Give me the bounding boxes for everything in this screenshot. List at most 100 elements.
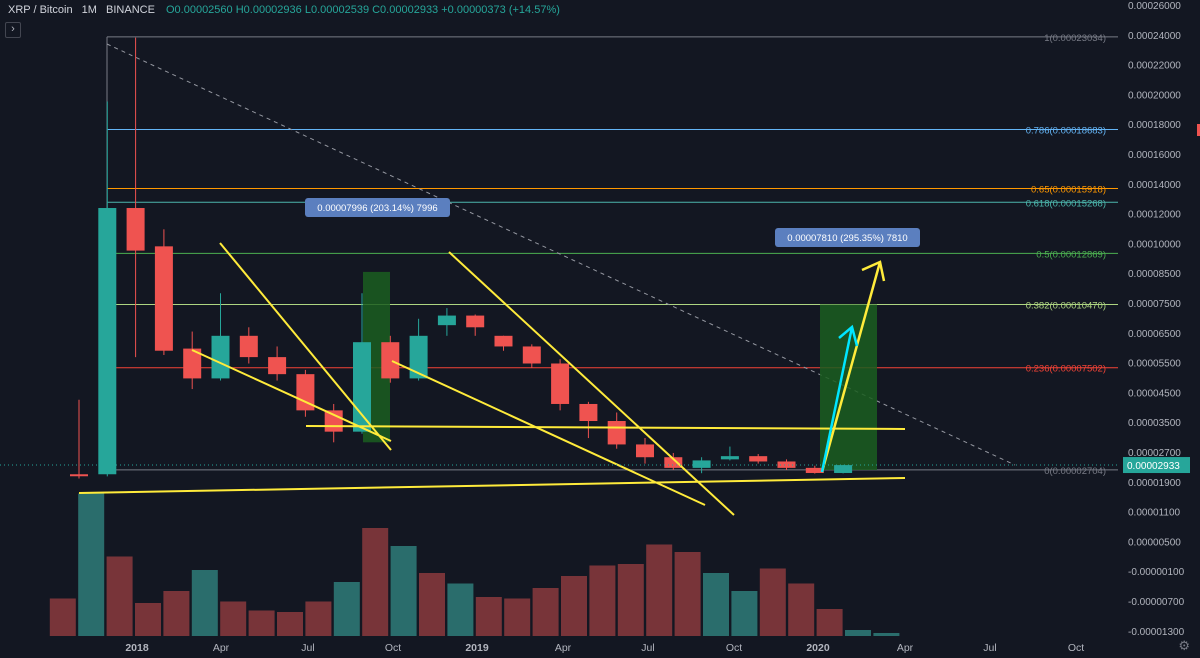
time-tick-label: Jul (641, 642, 654, 654)
price-tick-label: 0.00024000 (1128, 31, 1181, 42)
volume-bar (617, 564, 644, 636)
volume-bar (788, 583, 815, 636)
fib-level-label: 0.382(0.00010470) (1026, 300, 1106, 311)
price-tick-label: 0.00001100 (1128, 508, 1181, 519)
price-tick-label: -0.00000100 (1128, 567, 1185, 578)
ohlc-readout: O0.00002560 H0.00002936 L0.00002539 C0.0… (165, 4, 560, 16)
current-price-badge (1123, 457, 1190, 474)
candle-body (126, 208, 145, 251)
candle-body (70, 474, 88, 477)
candle-body (579, 403, 598, 422)
chart-header: XRP / Bitcoin 1M BINANCE O0.00002560 H0.… (8, 4, 560, 16)
volume-bar (419, 573, 445, 636)
volume-bar (390, 546, 417, 636)
candle-body (324, 410, 343, 432)
volume-bar (504, 598, 531, 636)
candle-body (466, 315, 485, 328)
measure-label: 0.00007996 (203.14%) 7996 (317, 203, 437, 214)
price-tick-label: -0.00000700 (1128, 597, 1185, 608)
candle-body (296, 374, 315, 411)
price-tick-label: 0.00001900 (1128, 478, 1181, 489)
yellow-trendline (78, 477, 906, 494)
time-tick-label: Oct (1068, 642, 1084, 654)
symbol-title[interactable]: XRP / Bitcoin (8, 4, 73, 16)
yellow-arrow (820, 261, 882, 473)
chevron-right-icon[interactable]: › (5, 22, 21, 38)
volume-bar (106, 556, 133, 636)
price-tick-label: 0.00010000 (1128, 239, 1181, 250)
candle-body (154, 246, 173, 351)
volume-bar (759, 568, 786, 636)
time-tick-label: Apr (555, 642, 572, 654)
candle-body (664, 457, 683, 468)
cyan-arrowhead (838, 324, 859, 347)
volume-bar (845, 630, 871, 636)
edge-marker (1197, 124, 1200, 136)
volume-bar (447, 583, 474, 636)
fib-level-label: 0.65(0.00015918) (1031, 184, 1106, 195)
interval-label[interactable]: 1M (81, 4, 97, 16)
price-tick-label: 0.00002700 (1128, 448, 1181, 459)
candle-body (607, 421, 626, 445)
price-tick-label: 0.00026000 (1128, 1, 1181, 12)
price-tick-label: 0.00018000 (1128, 120, 1181, 131)
time-tick-label: Oct (726, 642, 742, 654)
measure-label-box (775, 228, 920, 247)
fib-level-label: 0.236(0.00007502) (1026, 364, 1106, 375)
time-tick-label: Apr (213, 642, 230, 654)
yellow-trendline (448, 251, 735, 516)
candle-body (98, 208, 117, 475)
volume-bar (674, 552, 701, 636)
fib-level-label: 0.618(0.00015268) (1026, 198, 1106, 209)
volume-bar (220, 601, 247, 636)
fib-level-label: 0(0.00002704) (1044, 466, 1106, 477)
price-tick-label: 0.00008500 (1128, 269, 1181, 280)
volume-bar (646, 544, 673, 636)
cyan-arrow (820, 326, 854, 473)
time-tick-label: Oct (385, 642, 401, 654)
volume-bar (78, 493, 105, 636)
candle-body (494, 335, 513, 347)
volume-bar (475, 597, 502, 636)
volume-bar (248, 610, 275, 636)
candle-body (409, 335, 428, 379)
volume-bar (362, 528, 389, 636)
gear-icon[interactable]: ⚙ (1178, 638, 1190, 653)
volume-bar (589, 565, 616, 636)
candle-body (522, 346, 541, 364)
candle-body (239, 335, 258, 358)
volume-bar (703, 573, 729, 636)
volume-bar (277, 612, 303, 636)
volume-bar (135, 603, 161, 636)
price-tick-label: 0.00005500 (1128, 359, 1181, 370)
price-tick-label: -0.00001300 (1128, 627, 1185, 638)
time-tick-label: Jul (983, 642, 996, 654)
candle-body (551, 363, 570, 404)
price-tick-label: 0.00014000 (1128, 180, 1181, 191)
candle-body (720, 456, 739, 460)
volume-bar (49, 598, 76, 636)
price-tick-label: 0.00012000 (1128, 210, 1181, 221)
price-tick-label: 0.00004500 (1128, 388, 1181, 399)
yellow-arrowhead (861, 260, 886, 282)
time-tick-label: 2020 (806, 642, 830, 654)
volume-bar (333, 582, 360, 636)
price-tick-label: 0.00020000 (1128, 90, 1181, 101)
fib-level-label: 0.5(0.00012869) (1036, 249, 1106, 260)
fib-level-label: 1(0.00023034) (1044, 33, 1106, 44)
candle-body (692, 460, 711, 468)
candle-body (437, 315, 456, 326)
time-tick-label: 2019 (465, 642, 489, 654)
candle-body (268, 357, 287, 375)
candle-body (183, 348, 202, 379)
volume-bar (731, 591, 758, 636)
price-tick-label: 0.00022000 (1128, 61, 1181, 72)
time-tick-label: Apr (897, 642, 914, 654)
measure-label: 0.00007810 (295.35%) 7810 (787, 233, 907, 244)
price-axis (1118, 0, 1200, 658)
price-tick-label: 0.00016000 (1128, 150, 1181, 161)
volume-bar (532, 588, 559, 636)
price-tick-label: 0.00006500 (1128, 329, 1181, 340)
yellow-trendline (391, 360, 706, 506)
